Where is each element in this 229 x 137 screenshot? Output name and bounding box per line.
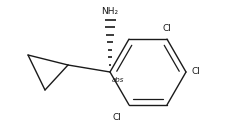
Text: Cl: Cl bbox=[112, 113, 121, 122]
Text: Cl: Cl bbox=[191, 68, 200, 76]
Text: abs: abs bbox=[112, 77, 124, 83]
Text: Cl: Cl bbox=[163, 24, 172, 33]
Text: NH₂: NH₂ bbox=[101, 7, 119, 16]
